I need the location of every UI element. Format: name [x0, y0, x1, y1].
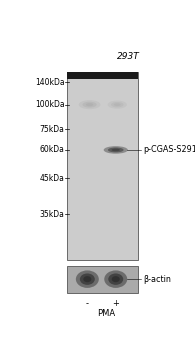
Ellipse shape [76, 271, 99, 288]
Bar [67, 266, 138, 293]
Text: -: - [86, 299, 89, 308]
Ellipse shape [83, 276, 91, 282]
Text: 75kDa: 75kDa [40, 125, 64, 134]
Ellipse shape [80, 273, 95, 285]
Ellipse shape [108, 147, 124, 152]
Text: p-CGAS-S291: p-CGAS-S291 [143, 146, 195, 154]
Text: 140kDa: 140kDa [35, 77, 64, 86]
Ellipse shape [82, 102, 97, 107]
Text: 35kDa: 35kDa [40, 210, 64, 219]
Ellipse shape [104, 271, 127, 288]
Text: 60kDa: 60kDa [40, 146, 64, 154]
Bar [67, 72, 138, 78]
Ellipse shape [112, 149, 120, 151]
Text: 45kDa: 45kDa [40, 174, 64, 183]
Ellipse shape [104, 146, 128, 154]
Ellipse shape [108, 273, 123, 285]
Text: 293T: 293T [117, 52, 139, 61]
Text: +: + [112, 299, 119, 308]
Text: PMA: PMA [97, 309, 115, 318]
Bar [67, 72, 138, 260]
Text: β-actin: β-actin [143, 275, 171, 284]
Text: 100kDa: 100kDa [35, 100, 64, 109]
Bar [67, 78, 138, 79]
Ellipse shape [112, 276, 120, 282]
